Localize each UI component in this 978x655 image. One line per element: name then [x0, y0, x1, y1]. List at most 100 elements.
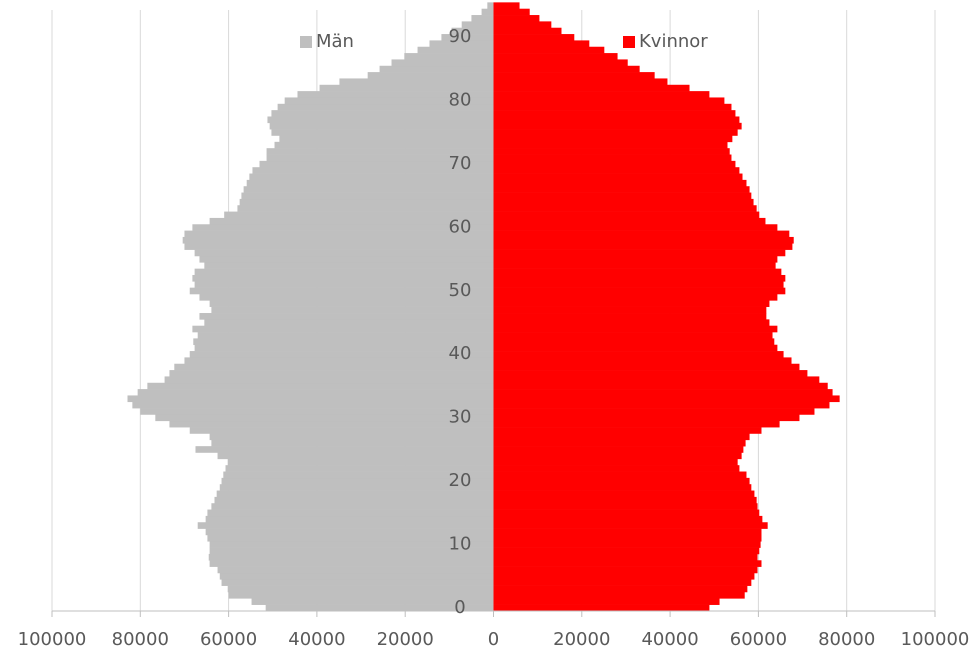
bar — [461, 21, 494, 29]
bar — [184, 243, 494, 250]
bar — [493, 370, 808, 377]
bar — [209, 547, 494, 555]
bar — [493, 53, 618, 60]
bar — [251, 598, 494, 605]
x-tick-label: 60000 — [200, 629, 257, 650]
bar — [429, 40, 494, 48]
bar — [493, 148, 730, 155]
bar — [493, 471, 747, 479]
bar — [189, 351, 494, 358]
bar — [493, 262, 776, 269]
bar — [174, 363, 494, 371]
bar — [404, 53, 494, 60]
bar — [493, 300, 770, 307]
bar — [493, 103, 732, 111]
bar — [493, 167, 740, 174]
bar — [227, 585, 494, 593]
bar — [493, 332, 773, 339]
y-tick-label: 50 — [449, 280, 472, 301]
bar — [493, 129, 738, 136]
bar — [493, 173, 743, 181]
bar — [493, 319, 770, 326]
x-tick-label: 100000 — [901, 629, 970, 650]
bar — [493, 446, 744, 453]
bar — [192, 325, 494, 333]
bar — [493, 34, 575, 41]
x-tick-label: 40000 — [641, 629, 698, 650]
bar — [132, 401, 494, 409]
bar — [493, 427, 762, 434]
bar — [219, 484, 494, 491]
bar — [217, 452, 494, 460]
bar — [493, 433, 750, 441]
bar — [207, 534, 494, 542]
bar — [284, 97, 494, 105]
bar — [493, 585, 748, 593]
bar — [493, 408, 815, 415]
bar — [493, 325, 778, 333]
bar — [217, 566, 494, 574]
bar — [493, 122, 742, 130]
bar — [493, 46, 605, 54]
bar — [493, 465, 740, 472]
bar — [243, 186, 494, 193]
bar — [267, 116, 494, 124]
bar — [493, 452, 742, 460]
bar — [265, 604, 494, 612]
bar — [211, 306, 494, 314]
x-tick-label: 60000 — [730, 629, 787, 650]
bar — [259, 160, 494, 168]
bar — [493, 84, 690, 92]
legend-label: Män — [316, 31, 354, 52]
bar — [493, 553, 758, 561]
bar — [227, 458, 494, 466]
x-tick-label: 0 — [488, 629, 499, 650]
bar — [228, 591, 494, 599]
bar — [194, 281, 494, 288]
bar — [246, 179, 494, 187]
bar — [194, 268, 494, 276]
bar — [493, 27, 562, 35]
bar — [266, 148, 494, 155]
bar — [487, 2, 494, 10]
bar — [205, 528, 494, 536]
bar — [271, 129, 494, 136]
bar — [493, 496, 757, 504]
bar — [274, 141, 494, 149]
bar — [493, 484, 752, 491]
bar — [193, 338, 494, 346]
bar — [493, 547, 760, 555]
bar — [493, 560, 762, 567]
y-tick-label: 60 — [449, 216, 472, 237]
x-tick-label: 40000 — [288, 629, 345, 650]
y-tick-label: 20 — [449, 470, 472, 491]
bar — [319, 84, 494, 92]
bar — [221, 579, 494, 586]
bar — [184, 230, 494, 238]
y-tick-label: 0 — [454, 597, 465, 618]
bar — [493, 224, 778, 231]
bar — [493, 420, 780, 428]
bar — [493, 395, 840, 403]
bar — [209, 541, 494, 548]
bar — [391, 59, 494, 67]
bar — [441, 34, 494, 41]
bar — [192, 274, 494, 282]
bar — [493, 439, 746, 447]
bar — [269, 122, 494, 130]
bar — [493, 534, 762, 542]
bar — [367, 72, 494, 79]
bar — [493, 186, 750, 193]
bar — [493, 135, 733, 143]
bar — [211, 439, 494, 447]
bar — [169, 370, 494, 377]
bar — [493, 351, 784, 358]
x-tick-label: 20000 — [377, 629, 434, 650]
bar — [493, 110, 736, 117]
bar — [493, 249, 786, 257]
bar — [209, 300, 494, 307]
bar — [199, 255, 494, 263]
bar — [493, 287, 786, 295]
bar — [493, 78, 668, 86]
